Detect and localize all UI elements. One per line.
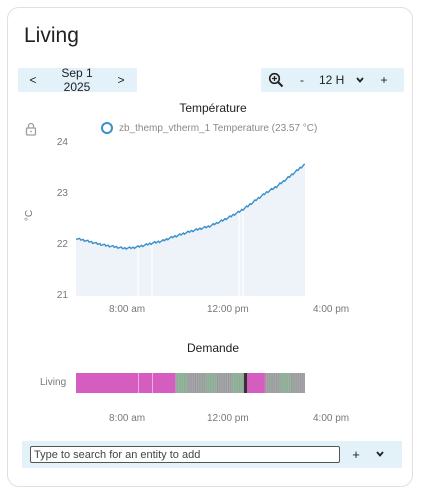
demand-stripe	[239, 373, 241, 393]
temperature-area	[76, 164, 305, 296]
x-tick-label: 4:00 pm	[313, 304, 350, 315]
demand-stripe	[223, 373, 225, 393]
demand-stripe	[206, 373, 208, 393]
demand-stripe	[219, 373, 221, 393]
demand-stripe	[278, 373, 280, 393]
demand-stripes	[138, 373, 305, 393]
demand-chart-title: Demande	[186, 341, 240, 355]
demand-stripe	[228, 373, 230, 393]
demand-stripe	[293, 373, 295, 393]
x-tick-label: 12:00 pm	[207, 304, 249, 315]
demand-stripe	[232, 373, 234, 393]
x-tick-label: 12:00 pm	[207, 413, 249, 424]
y-tick-label: 23	[56, 188, 68, 199]
demand-stripe	[225, 373, 227, 393]
chevron-down-icon	[356, 77, 364, 83]
demand-stripe	[280, 373, 282, 393]
demand-segment	[245, 373, 265, 393]
chart-gap-lines	[137, 142, 244, 296]
demand-stripe	[221, 373, 223, 393]
demand-stripe	[295, 373, 297, 393]
demand-stripe	[195, 373, 197, 393]
demand-stripe	[201, 373, 203, 393]
demand-stripe	[181, 373, 183, 393]
demand-gap	[152, 373, 153, 393]
temperature-legend[interactable]: zb_themp_vtherm_1 Temperature (23.57 °C)	[101, 122, 317, 134]
demand-stripe	[302, 373, 304, 393]
demand-stripe	[197, 373, 199, 393]
x-tick-label: 4:00 pm	[313, 413, 350, 424]
next-date-button[interactable]: >	[117, 73, 125, 87]
demand-stripe	[217, 373, 219, 393]
y-axis-label: °C	[24, 209, 36, 222]
demand-stripe	[267, 373, 269, 393]
demand-stripe	[212, 373, 214, 393]
date-label[interactable]: Sep 1 2025	[61, 66, 93, 94]
legend-marker	[101, 122, 113, 134]
card-title: Living	[24, 24, 79, 47]
x-tick-label: 8:00 am	[109, 304, 146, 315]
entity-search-bar: +	[22, 441, 402, 468]
demand-stripe	[188, 373, 190, 393]
demand-stripe	[300, 373, 302, 393]
demand-row-label: Living	[40, 377, 67, 388]
demand-stripe	[208, 373, 210, 393]
entity-search-input[interactable]	[30, 446, 340, 463]
add-entity-button[interactable]: +	[352, 446, 360, 462]
demand-stripe	[289, 373, 291, 393]
range-navigation: - 12 H +	[261, 68, 404, 92]
demand-stripe	[243, 373, 245, 393]
demand-stripe	[236, 373, 238, 393]
demand-stripe	[190, 373, 192, 393]
demand-segment	[76, 373, 176, 393]
demand-stripe	[291, 373, 293, 393]
date-navigation: < Sep 1 2025 >	[18, 66, 137, 94]
demand-marker	[244, 373, 247, 393]
previous-date-button[interactable]: <	[29, 73, 37, 87]
temperature-chart[interactable]	[76, 142, 305, 296]
demand-stripe	[282, 373, 284, 393]
range-select[interactable]: 12 H	[313, 73, 371, 87]
demand-stripe	[271, 373, 273, 393]
y-tick-label: 24	[56, 137, 68, 148]
demand-stripe	[210, 373, 212, 393]
legend-label: zb_themp_vtherm_1 Temperature (23.57 °C)	[119, 122, 318, 134]
temperature-line	[76, 163, 305, 251]
demand-stripe	[264, 373, 266, 393]
demand-stripe	[179, 373, 181, 393]
demand-stripe	[199, 373, 201, 393]
lock-icon[interactable]	[25, 122, 37, 141]
zoom-in-icon[interactable]	[261, 68, 291, 92]
demand-timeline[interactable]	[76, 373, 305, 393]
range-value: 12 H	[319, 73, 345, 87]
demand-stripe	[286, 373, 288, 393]
demand-segments	[76, 373, 305, 393]
demand-stripe	[273, 373, 275, 393]
demand-stripe	[177, 373, 179, 393]
zoom-plus-button[interactable]: +	[380, 73, 388, 87]
demand-stripe	[234, 373, 236, 393]
demand-stripe	[275, 373, 277, 393]
chevron-down-icon[interactable]	[372, 444, 388, 464]
demand-stripe	[230, 373, 232, 393]
demand-stripe	[203, 373, 205, 393]
demand-stripe	[284, 373, 286, 393]
temperature-chart-title: Température	[179, 101, 247, 115]
demand-gap	[138, 373, 139, 393]
demand-stripe	[175, 373, 177, 393]
y-tick-label: 22	[56, 239, 68, 250]
y-tick-label: 21	[56, 290, 68, 301]
zoom-out-button[interactable]: -	[300, 73, 304, 87]
demand-stripe	[269, 373, 271, 393]
demand-stripe	[186, 373, 188, 393]
demand-stripe	[297, 373, 299, 393]
demand-stripe	[241, 373, 243, 393]
demand-stripe	[214, 373, 216, 393]
demand-stripe	[184, 373, 186, 393]
x-tick-label: 8:00 am	[109, 413, 146, 424]
demand-stripe	[192, 373, 194, 393]
